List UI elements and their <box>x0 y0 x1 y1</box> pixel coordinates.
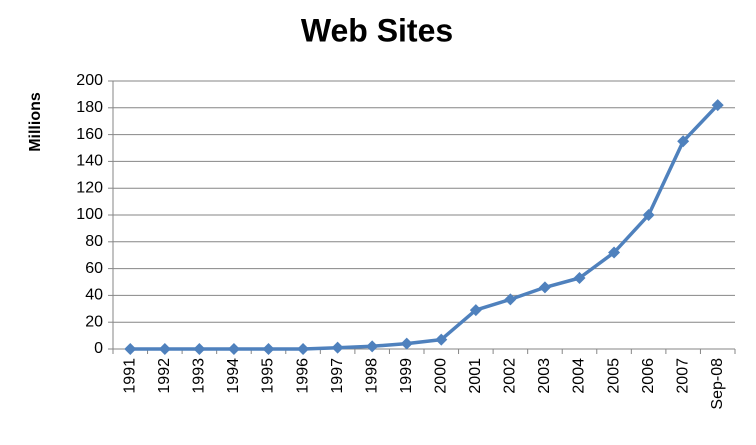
marker <box>573 271 586 284</box>
x-tick-label: 2002 <box>502 358 519 394</box>
y-tick-label: 20 <box>85 313 103 330</box>
y-tick-label: 60 <box>85 260 103 277</box>
marker <box>504 293 517 306</box>
marker <box>193 343 206 355</box>
y-axis-label: Millions <box>27 92 44 152</box>
x-tick-label: 1998 <box>363 358 380 394</box>
marker <box>297 343 310 355</box>
x-tick-label: 2006 <box>640 358 657 394</box>
x-tick-label: 1997 <box>329 358 346 394</box>
marker <box>677 135 690 148</box>
marker <box>366 340 379 353</box>
y-tick-label: 160 <box>76 126 103 143</box>
marker <box>642 209 655 221</box>
x-tick-label: 1992 <box>156 358 173 394</box>
x-tick-label: 1993 <box>191 358 208 394</box>
x-tick-label: 2001 <box>467 358 484 394</box>
y-tick-label: 100 <box>76 206 103 223</box>
y-tick-label: 40 <box>85 287 103 304</box>
marker <box>469 304 482 317</box>
marker <box>262 343 275 355</box>
marker <box>331 341 344 354</box>
x-tick-label: 2005 <box>605 358 622 394</box>
marker <box>124 343 137 355</box>
x-tick-label: 2000 <box>432 358 449 394</box>
marker <box>435 333 448 346</box>
x-tick-label: 1991 <box>121 358 138 394</box>
x-tick-label: 2003 <box>536 358 553 394</box>
x-tick-label: 1994 <box>225 358 242 394</box>
marker <box>711 99 724 112</box>
y-tick-label: 0 <box>94 340 103 357</box>
chart-title: Web Sites <box>301 12 453 48</box>
x-tick-label: Sep-08 <box>709 358 726 410</box>
marker <box>158 343 171 355</box>
y-tick-label: 140 <box>76 153 103 170</box>
y-tick-label: 80 <box>85 233 103 250</box>
y-tick-label: 120 <box>76 179 103 196</box>
y-tick-label: 200 <box>76 72 103 89</box>
marker <box>227 343 240 355</box>
y-tick-label: 180 <box>76 99 103 116</box>
marker <box>400 337 413 350</box>
x-tick-label: 2007 <box>674 358 691 394</box>
x-tick-label: 1995 <box>260 358 277 394</box>
x-tick-label: 2004 <box>571 358 588 394</box>
marker <box>608 246 621 259</box>
marker <box>538 281 551 294</box>
x-tick-label: 1999 <box>398 358 415 394</box>
x-tick-label: 1996 <box>294 358 311 394</box>
